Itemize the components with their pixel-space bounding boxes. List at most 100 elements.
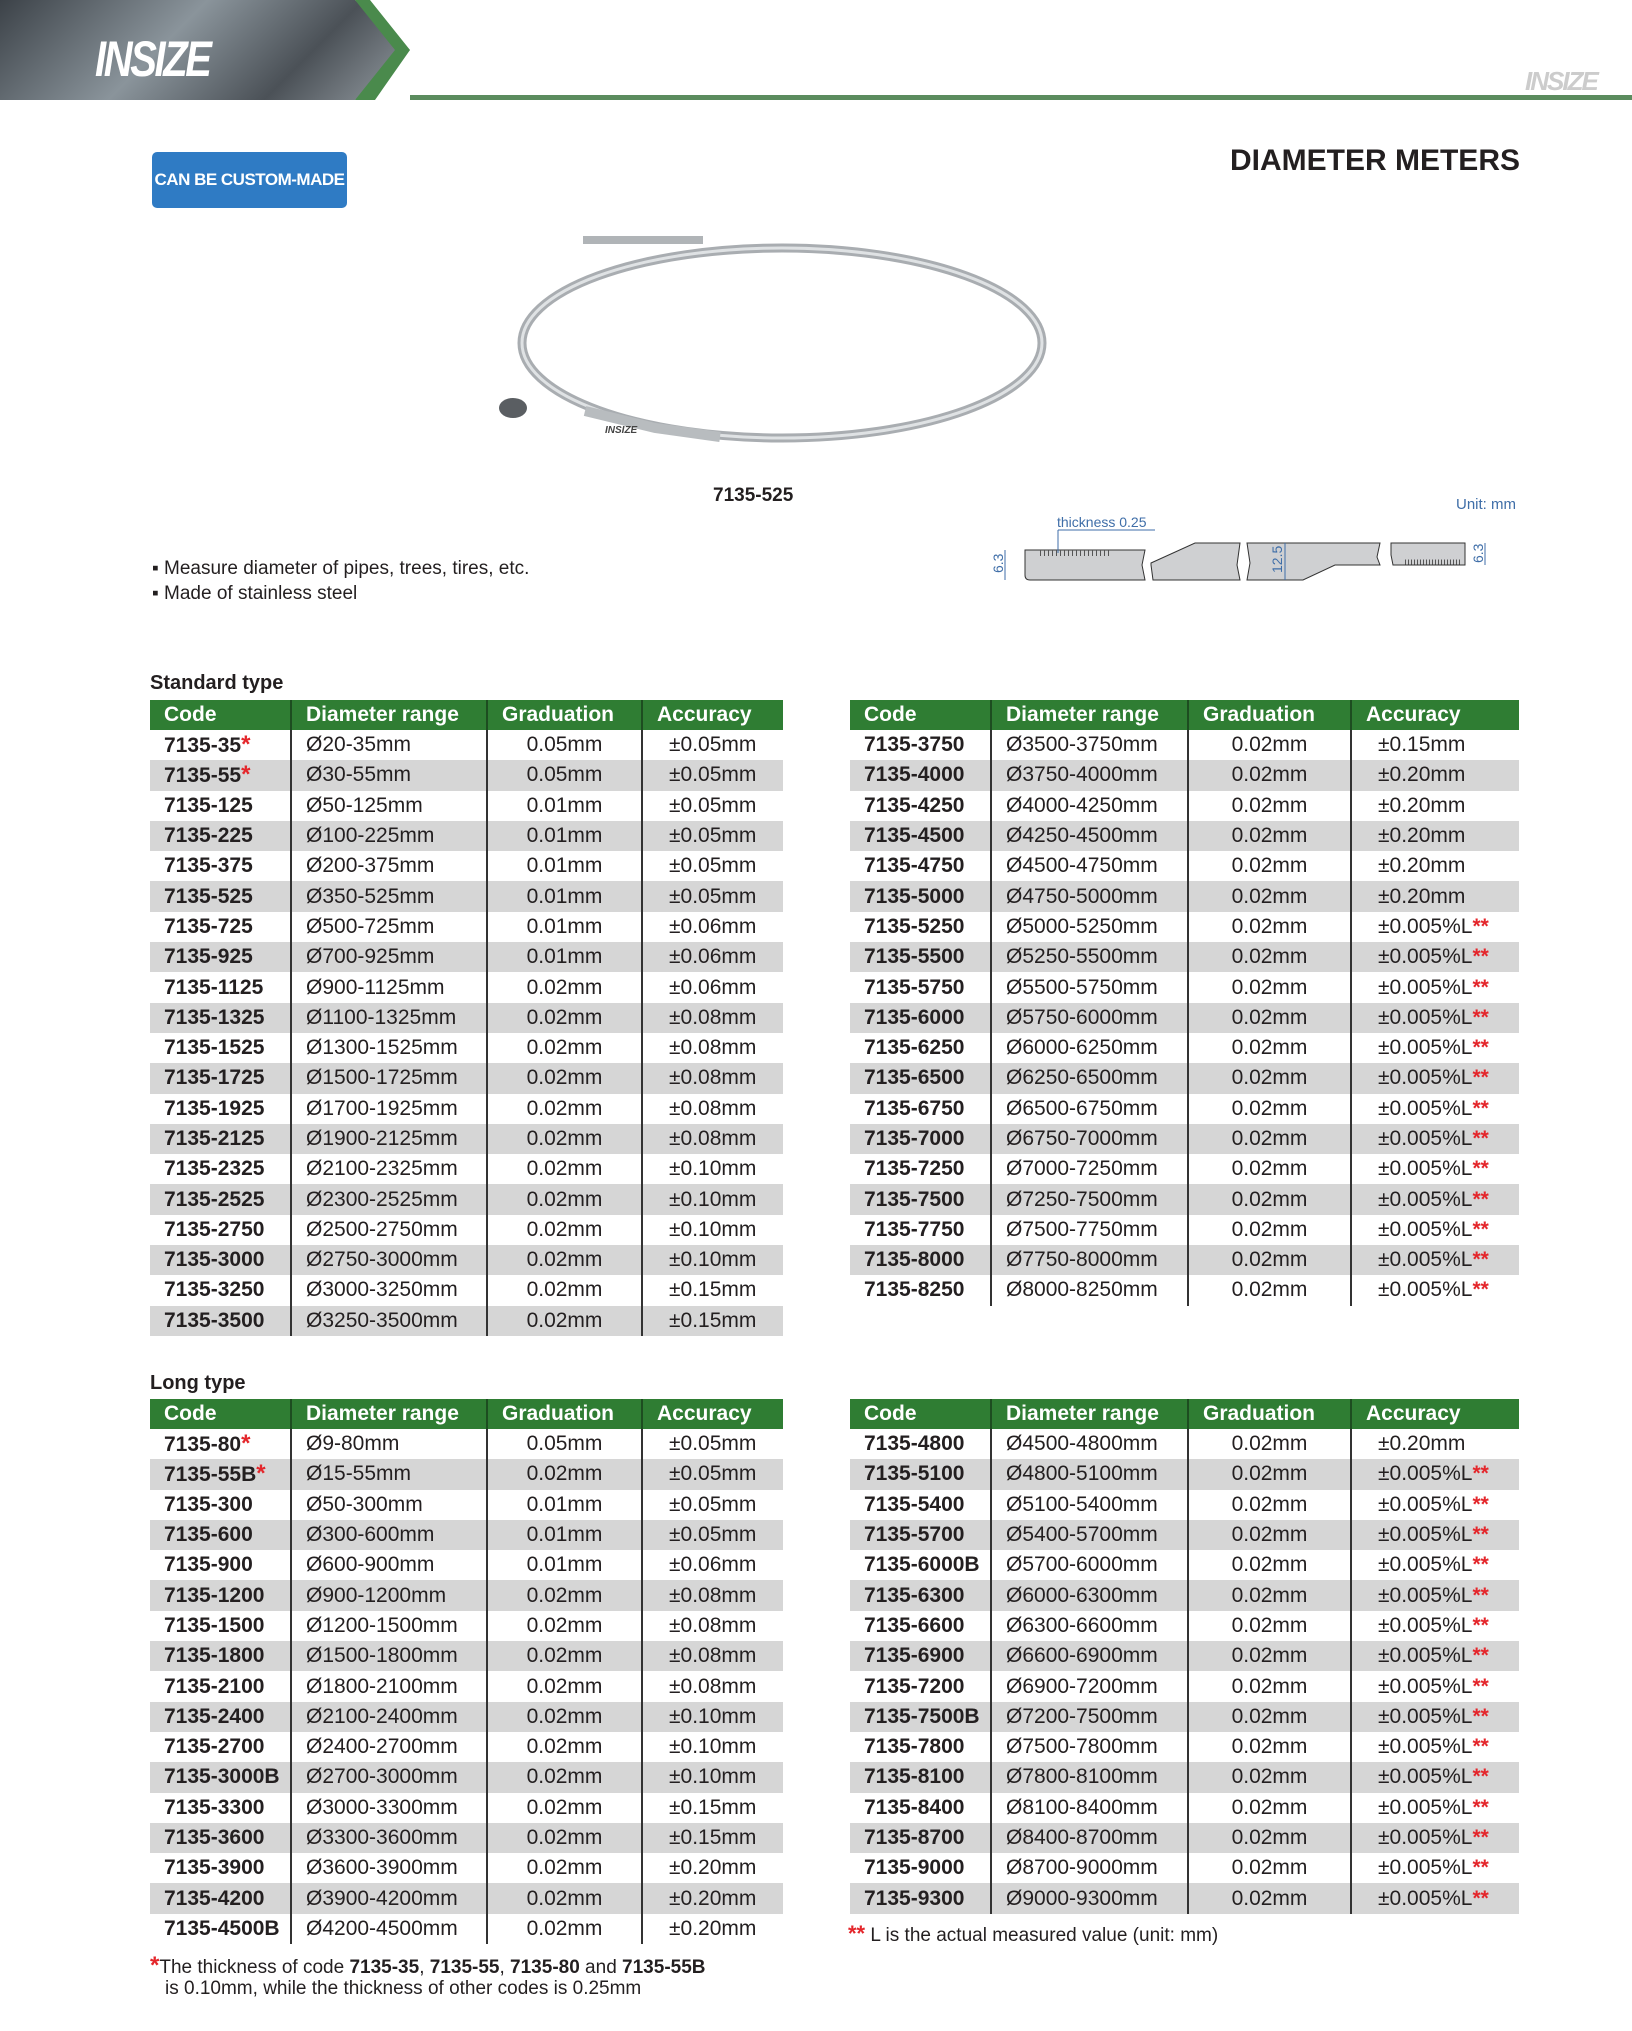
footnote-text-line2: is 0.10mm, while the thickness of other …	[165, 1978, 642, 1999]
cell-diameter-range: Ø15-55mm	[291, 1459, 488, 1490]
cell-text: Ø2300-2525mm	[306, 1187, 458, 1211]
cell-accuracy: ±0.20mm	[642, 1883, 783, 1914]
cell-accuracy: ±0.005%L**	[1351, 1701, 1519, 1732]
section-title-long: Long type	[150, 1372, 246, 1394]
cell-text: ±0.10mm	[669, 1217, 757, 1241]
cell-accuracy: ±0.005%L**	[1351, 1853, 1519, 1883]
footnote-measured-length: ** L is the actual measured value (unit:…	[848, 1921, 1218, 1947]
cell-code: 7135-5400	[850, 1489, 992, 1520]
cell-text: 7135-1325	[164, 1005, 265, 1029]
cell-text: 0.02mm	[1231, 1795, 1308, 1819]
cell-text: 7135-4200	[164, 1886, 265, 1910]
cell-text: ±0.005%L	[1378, 1005, 1473, 1029]
cell-text: Ø4500-4750mm	[1006, 854, 1158, 878]
table-row: 7135-4500 Ø4250-4500mm 0.02mm ±0.20mm	[850, 820, 1519, 852]
cell-diameter-range: Ø5100-5400mm	[991, 1489, 1189, 1520]
cell-text: 7135-8100	[864, 1765, 965, 1789]
footnote-double-star-marker: **	[1472, 1826, 1489, 1849]
cell-accuracy: ±0.10mm	[642, 1154, 783, 1184]
cell-accuracy: ±0.10mm	[642, 1184, 783, 1215]
feature-item: ▪ Measure diameter of pipes, trees, tire…	[152, 558, 530, 579]
cell-code: 7135-4500	[850, 820, 992, 852]
cell-code: 7135-6600	[850, 1610, 992, 1642]
cell-text: Ø20-35mm	[306, 733, 412, 757]
cell-text: 0.02mm	[1231, 1856, 1308, 1880]
cell-graduation: 0.02mm	[1188, 1063, 1352, 1094]
cell-graduation: 0.02mm	[1188, 1883, 1352, 1914]
cell-text: Ø6600-6900mm	[1006, 1644, 1158, 1668]
cell-text: Ø30-55mm	[306, 763, 412, 787]
cell-text: 7135-80	[164, 1433, 242, 1457]
column-header: Diameter range	[291, 700, 488, 730]
cell-graduation: 0.02mm	[487, 1822, 643, 1854]
cell-graduation: 0.02mm	[1188, 1275, 1352, 1306]
cell-diameter-range: Ø1700-1925mm	[291, 1093, 488, 1124]
cell-text: 0.02mm	[1231, 1644, 1308, 1668]
table-row: 7135-3000 Ø2750-3000mm 0.02mm ±0.10mm	[150, 1245, 783, 1276]
table-row: 7135-525 Ø350-525mm 0.01mm ±0.05mm	[150, 881, 783, 912]
cell-text: 7135-525	[164, 884, 253, 908]
cell-graduation: 0.01mm	[487, 911, 643, 943]
cell-graduation: 0.02mm	[1188, 1641, 1352, 1672]
table-row: 7135-3500 Ø3250-3500mm 0.02mm ±0.15mm	[150, 1305, 783, 1336]
cell-text: ±0.005%L	[1378, 1066, 1473, 1090]
cell-code: 7135-7000	[850, 1123, 992, 1155]
cell-text: 0.01mm	[526, 1553, 603, 1577]
footnote-text: L is the actual measured value (unit: mm…	[865, 1925, 1219, 1946]
cell-graduation: 0.01mm	[487, 881, 643, 912]
footnote-double-star-marker: **	[1472, 1856, 1489, 1880]
cell-text: Ø900-1200mm	[306, 1583, 447, 1607]
cell-text: Ø6500-6750mm	[1006, 1096, 1158, 1120]
cell-accuracy: ±0.10mm	[642, 1245, 783, 1276]
footnote-double-star-marker: **	[1472, 1157, 1489, 1181]
cell-text: 0.02mm	[526, 1856, 603, 1880]
footnote-star-marker: *	[256, 1460, 266, 1488]
cell-text: ±0.005%L	[1378, 1278, 1473, 1302]
page-title: DIAMETER METERS	[1229, 144, 1520, 177]
table-row: 7135-900 Ø600-900mm 0.01mm ±0.06mm	[150, 1550, 783, 1581]
cell-code: 7135-3500	[150, 1305, 292, 1336]
table-row: 7135-1800 Ø1500-1800mm 0.02mm ±0.08mm	[150, 1641, 783, 1672]
cell-text: Ø2400-2700mm	[306, 1735, 458, 1759]
column-header: Code	[850, 700, 992, 730]
cell-diameter-range: Ø3750-4000mm	[991, 760, 1189, 791]
cell-graduation: 0.02mm	[1188, 1762, 1352, 1793]
cell-diameter-range: Ø1900-2125mm	[291, 1123, 488, 1155]
header-banner-image	[0, 0, 410, 100]
cell-text: ±0.05mm	[669, 1462, 757, 1486]
cell-diameter-range: Ø8700-9000mm	[991, 1853, 1189, 1884]
cell-graduation: 0.02mm	[487, 1641, 643, 1672]
column-header: Accuracy	[642, 1399, 783, 1429]
cell-text: ±0.20mm	[1378, 1432, 1466, 1456]
cell-graduation: 0.01mm	[487, 790, 643, 821]
cell-diameter-range: Ø200-375mm	[291, 851, 488, 882]
cell-text: Ø4250-4500mm	[1006, 824, 1158, 848]
cell-text: 7135-7200	[864, 1674, 965, 1698]
cell-graduation: 0.02mm	[1188, 942, 1352, 973]
cell-text: 7135-6750	[864, 1096, 965, 1120]
column-header: Code	[150, 700, 292, 730]
cell-code: 7135-6750	[850, 1093, 992, 1124]
cell-accuracy: ±0.005%L**	[1351, 1883, 1519, 1914]
cell-accuracy: ±0.005%L**	[1351, 1002, 1519, 1033]
table-row: 7135-5400 Ø5100-5400mm 0.02mm ±0.005%L**	[850, 1489, 1519, 1520]
cell-text: 7135-5400	[864, 1492, 965, 1516]
table-row: 7135-1200 Ø900-1200mm 0.02mm ±0.08mm	[150, 1580, 783, 1611]
cell-graduation: 0.02mm	[487, 1731, 643, 1763]
cell-accuracy: ±0.005%L**	[1351, 1215, 1519, 1245]
table-row: 7135-8700 Ø8400-8700mm 0.02mm ±0.005%L**	[850, 1822, 1519, 1854]
cell-text: 0.02mm	[526, 1644, 603, 1668]
table-row: 7135-2750 Ø2500-2750mm 0.02mm ±0.10mm	[150, 1214, 783, 1246]
cell-text: ±0.005%L	[1378, 1704, 1473, 1728]
cell-text: ±0.05mm	[669, 1492, 757, 1516]
cell-text: Ø7800-8100mm	[1006, 1765, 1158, 1789]
cell-text: Ø3750-4000mm	[1006, 763, 1158, 787]
cell-text: 0.02mm	[526, 975, 603, 999]
cell-text: 0.02mm	[526, 1157, 603, 1181]
footnote-double-star: **	[848, 1921, 866, 1946]
cell-graduation: 0.01mm	[487, 1489, 643, 1520]
cell-code: 7135-300	[150, 1489, 292, 1520]
cell-text: 7135-1125	[164, 975, 264, 999]
cell-code: 7135-4200	[150, 1883, 292, 1914]
cell-text: Ø2500-2750mm	[306, 1217, 458, 1241]
